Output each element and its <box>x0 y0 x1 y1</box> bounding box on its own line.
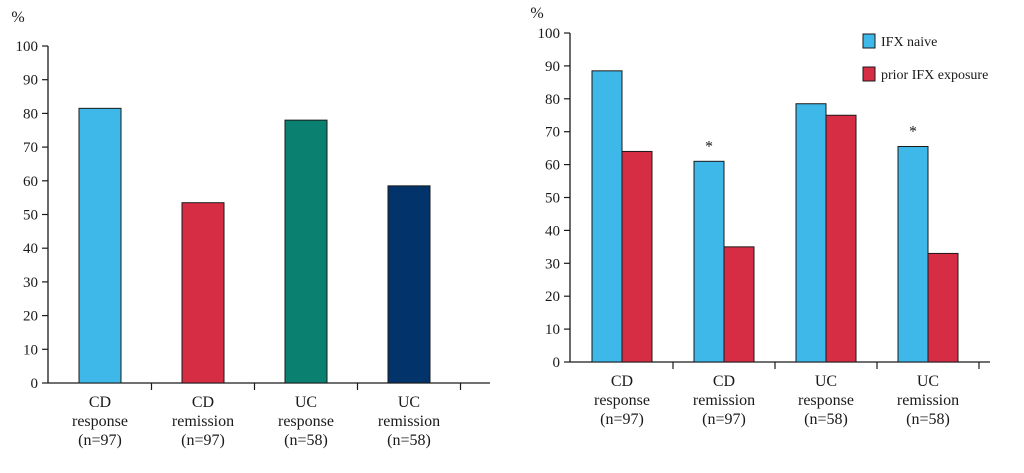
category-label-line: UC <box>815 373 837 390</box>
y-tick-label: 0 <box>553 355 561 371</box>
category-label-line: (n=97) <box>600 411 644 428</box>
y-tick-label: 40 <box>545 223 560 239</box>
bar-ifx-naive <box>591 70 623 363</box>
category-label-line: response <box>594 392 650 409</box>
bar-ifx-naive <box>795 103 827 363</box>
y-tick-label: 90 <box>23 73 38 89</box>
category-label-line: CD <box>192 394 214 411</box>
category-label-line: remission <box>172 413 234 430</box>
category-label-line: (n=58) <box>284 432 328 449</box>
category-label-line: remission <box>897 392 959 409</box>
chart-right-panel: % 0 10 20 30 40 50 60 70 80 90 100 CD response (n=97) C… <box>530 5 990 428</box>
category-label-line: response <box>72 413 128 430</box>
bar-prior-ifx-exposure <box>621 150 653 363</box>
category-label-line: (n=97) <box>702 411 746 428</box>
bar-ifx-naive <box>897 146 929 363</box>
significance-asterisk: * <box>705 138 713 155</box>
y-tick-label: 30 <box>23 275 38 291</box>
category-label-line: (n=58) <box>804 411 848 428</box>
y-tick-label: 80 <box>23 106 38 122</box>
y-tick-label: 70 <box>545 125 560 141</box>
legend-label: IFX naive <box>881 35 937 50</box>
y-tick-label: 100 <box>538 26 561 42</box>
y-tick-label: 40 <box>23 241 38 257</box>
legend-swatch <box>862 66 876 82</box>
category-label-line: (n=97) <box>181 432 225 449</box>
y-tick-label: 100 <box>16 39 39 55</box>
y-tick-label: 0 <box>31 376 39 392</box>
y-axis-unit-label: % <box>530 5 543 22</box>
y-tick-label: 10 <box>23 342 38 358</box>
y-tick-label: 60 <box>545 158 560 174</box>
y-tick-label: 50 <box>23 208 38 224</box>
category-label-line: UC <box>295 394 317 411</box>
category-label-line: remission <box>378 413 440 430</box>
significance-asterisk: * <box>909 124 917 141</box>
y-tick-label: 70 <box>23 140 38 156</box>
y-tick-label: 60 <box>23 174 38 190</box>
chart-left-panel: % 0 10 20 30 40 50 60 70 80 90 100 CD response (n=97) C… <box>11 9 490 449</box>
category-label-line: CD <box>89 394 111 411</box>
bar <box>284 119 328 384</box>
y-tick-label: 50 <box>545 191 560 207</box>
y-tick-label: 90 <box>545 59 560 75</box>
y-tick-label: 80 <box>545 92 560 108</box>
y-axis-unit-label: % <box>11 9 24 26</box>
bar-prior-ifx-exposure <box>825 114 857 363</box>
category-label-line: response <box>278 413 334 430</box>
category-label-line: UC <box>917 373 939 390</box>
y-tick-label: 20 <box>23 309 38 325</box>
bar <box>78 107 122 384</box>
category-label-line: UC <box>398 394 420 411</box>
y-tick-label: 20 <box>545 289 560 305</box>
bar <box>387 185 431 384</box>
bar-ifx-naive <box>693 160 725 363</box>
category-label-line: (n=58) <box>387 432 431 449</box>
category-label-line: CD <box>713 373 735 390</box>
legend-label: prior IFX exposure <box>881 68 988 83</box>
y-tick-label: 10 <box>545 322 560 338</box>
y-tick-label: 30 <box>545 256 560 272</box>
category-label-line: remission <box>693 392 755 409</box>
category-label-line: response <box>798 392 854 409</box>
category-label-line: (n=58) <box>906 411 950 428</box>
bar <box>181 202 225 384</box>
category-label-line: CD <box>611 373 633 390</box>
legend-swatch <box>862 33 876 49</box>
bar-prior-ifx-exposure <box>927 252 959 363</box>
category-label-line: (n=97) <box>78 432 122 449</box>
bar-prior-ifx-exposure <box>723 246 755 363</box>
